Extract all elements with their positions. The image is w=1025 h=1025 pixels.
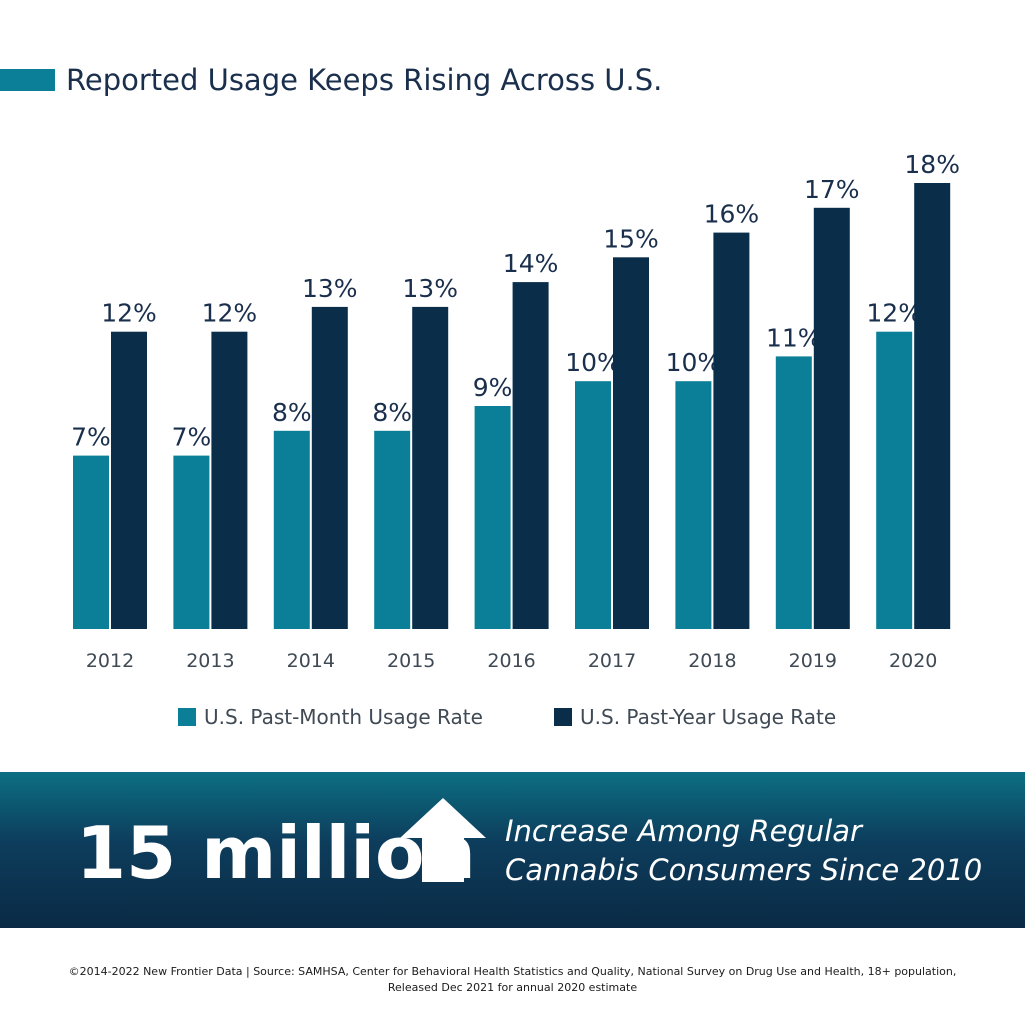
value-label-past-year-2017: 15% (603, 224, 659, 253)
bar-past-month-2019 (775, 356, 812, 629)
value-label-past-year-2019: 17% (804, 175, 860, 204)
bar-past-year-2018 (713, 232, 750, 629)
bar-past-year-2019 (813, 207, 850, 630)
chart-legend: U.S. Past-Month Usage Rate U.S. Past-Yea… (0, 700, 1025, 736)
x-tick-label-2012: 2012 (86, 650, 134, 672)
value-label-past-month-2020: 12% (866, 299, 922, 328)
legend-swatch-past-year (554, 708, 572, 726)
x-tick-label-2014: 2014 (287, 650, 335, 672)
legend-swatch-past-month (178, 708, 196, 726)
banner-caption-line-1: Increase Among Regular (505, 814, 862, 848)
footer-line-1: ©2014-2022 New Frontier Data | Source: S… (68, 965, 957, 978)
value-label-past-year-2013: 12% (202, 299, 258, 328)
bar-past-year-2017 (613, 257, 649, 629)
banner-caption: Increase Among Regular Cannabis Consumer… (505, 812, 1005, 890)
bar-past-year-2014 (311, 306, 348, 629)
value-label-past-month-2016: 9% (473, 373, 513, 402)
bar-past-month-2016 (474, 406, 511, 629)
value-label-past-year-2018: 16% (704, 200, 760, 229)
value-label-past-month-2018: 10% (666, 348, 722, 377)
x-tick-label-2019: 2019 (789, 650, 837, 672)
bar-past-year-2015 (412, 306, 449, 629)
highlight-banner: 15 million Increase Among Regular Cannab… (0, 772, 1025, 928)
bar-past-month-2015 (374, 430, 411, 629)
up-arrow-icon (400, 798, 486, 882)
bar-chart: 7% 12% 2012 7% 12% 2013 8% 13% 2014 8% 13% 2015 9% 14… (71, 150, 960, 672)
bar-past-month-2017 (575, 381, 611, 629)
bar-past-month-2012 (73, 455, 109, 629)
value-label-past-year-2015: 13% (402, 274, 458, 303)
x-tick-label-2016: 2016 (487, 650, 535, 672)
source-footer: ©2014-2022 New Frontier Data | Source: S… (0, 964, 1025, 996)
value-label-past-month-2019: 11% (766, 323, 822, 352)
x-tick-label-2018: 2018 (688, 650, 736, 672)
x-tick-label-2013: 2013 (186, 650, 234, 672)
value-label-past-year-2012: 12% (101, 299, 157, 328)
value-label-past-month-2013: 7% (172, 423, 212, 452)
legend-label-past-year: U.S. Past-Year Usage Rate (580, 705, 837, 729)
bar-past-year-2020 (914, 183, 951, 629)
value-label-past-month-2017: 10% (565, 348, 621, 377)
bar-past-year-2013 (211, 331, 248, 629)
value-label-past-year-2014: 13% (302, 274, 358, 303)
footer-line-2: Released Dec 2021 for annual 2020 estima… (387, 981, 638, 994)
banner-number: 15 million (76, 811, 476, 895)
chart-title: Reported Usage Keeps Rising Across U.S. (66, 63, 663, 97)
x-tick-label-2017: 2017 (588, 650, 636, 672)
chart-title-row: Reported Usage Keeps Rising Across U.S. (0, 60, 1025, 104)
value-label-past-year-2016: 14% (503, 249, 559, 278)
bar-past-month-2018 (675, 381, 712, 629)
bar-past-month-2020 (876, 331, 913, 629)
value-label-past-year-2020: 18% (904, 150, 960, 179)
value-label-past-month-2015: 8% (372, 398, 412, 427)
value-label-past-month-2014: 8% (272, 398, 312, 427)
x-tick-label-2015: 2015 (387, 650, 435, 672)
bar-past-month-2013 (173, 455, 210, 629)
banner-caption-line-2: Cannabis Consumers Since 2010 (505, 853, 983, 887)
value-label-past-month-2012: 7% (71, 423, 111, 452)
bar-past-month-2014 (273, 430, 310, 629)
bar-past-year-2016 (512, 282, 549, 629)
legend-label-past-month: U.S. Past-Month Usage Rate (204, 705, 483, 729)
title-accent-bar (0, 69, 55, 91)
x-tick-label-2020: 2020 (889, 650, 937, 672)
bar-past-year-2012 (111, 331, 147, 629)
